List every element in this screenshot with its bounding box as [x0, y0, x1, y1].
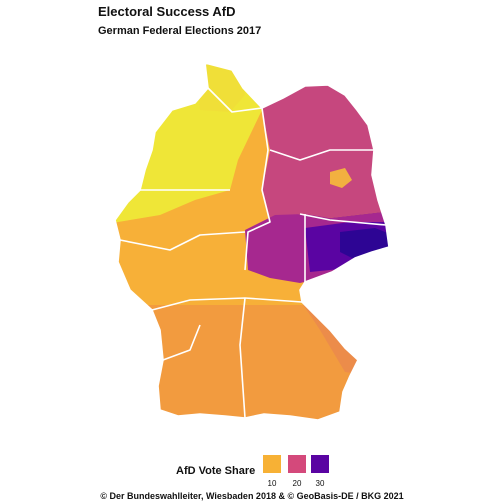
legend-label-20: 20: [292, 479, 302, 488]
legend-key-20: [288, 455, 306, 473]
state-borders: [114, 62, 390, 421]
legend-title: AfD Vote Share: [176, 465, 256, 477]
region-east-north: [262, 63, 389, 222]
legend-label-30: 30: [315, 479, 325, 488]
map-title: Electoral Success AfD: [98, 4, 236, 19]
legend-label-10: 10: [267, 479, 277, 488]
region-berlin: [330, 168, 352, 188]
legend-key-30: [311, 455, 329, 473]
legend-key-10: [263, 455, 281, 473]
region-schleswig: [195, 63, 245, 112]
map-subtitle: German Federal Elections 2017: [98, 25, 262, 37]
map-caption: © Der Bundeswahlleiter, Wiesbaden 2018 &…: [100, 491, 404, 501]
